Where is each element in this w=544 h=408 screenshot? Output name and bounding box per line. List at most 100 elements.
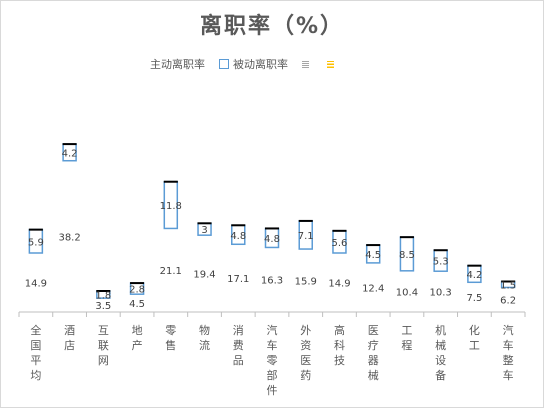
active-value-label: 10.3 xyxy=(430,288,452,299)
category-label: 高科技 xyxy=(334,323,345,367)
category-label-char: 整 xyxy=(503,353,514,367)
category-label-char: 化 xyxy=(469,323,480,337)
category-label-char: 地 xyxy=(132,324,143,337)
chart-title: 离职率（%） xyxy=(199,14,345,39)
legend-item-active: 主动离职率 xyxy=(150,56,205,72)
category-label-char: 技 xyxy=(334,354,345,367)
category-label: 互联网 xyxy=(98,324,109,367)
legend-item-gray xyxy=(302,60,313,68)
active-value-label: 38.2 xyxy=(58,232,80,243)
category-label: 医疗器械 xyxy=(368,324,379,382)
active-value-label: 6.2 xyxy=(500,296,516,307)
active-value-label: 14.9 xyxy=(328,278,350,289)
active-value-label: 4.5 xyxy=(129,299,145,310)
category-label-char: 流 xyxy=(199,338,210,352)
category-label-char: 药 xyxy=(300,369,311,382)
legend: 主动离职率 被动离职率 xyxy=(150,56,352,72)
passive-value-label: 4.8 xyxy=(230,231,246,242)
passive-value-label: 7.1 xyxy=(298,231,314,242)
category-label-char: 车 xyxy=(503,368,514,382)
passive-value-label: 2.8 xyxy=(129,285,145,296)
category-label-char: 店 xyxy=(64,338,75,352)
category-label-char: 品 xyxy=(233,354,244,367)
category-label: 全国平均 xyxy=(30,323,41,382)
category-label-char: 国 xyxy=(30,339,41,352)
category-label-char: 互 xyxy=(98,324,109,337)
category-label-char: 网 xyxy=(98,354,109,367)
category-label: 消费品 xyxy=(233,323,244,367)
active-value-label: 17.1 xyxy=(227,274,249,285)
category-label-char: 车 xyxy=(503,338,514,352)
passive-value-label: 4.2 xyxy=(62,148,78,159)
category-label-char: 资 xyxy=(300,339,311,352)
category-label-char: 均 xyxy=(30,369,41,382)
passive-value-label: 5.3 xyxy=(433,257,449,268)
category-label-char: 械 xyxy=(368,368,379,382)
category-label-char: 工 xyxy=(401,324,412,337)
legend-item-yellow xyxy=(327,60,338,68)
category-label-char: 疗 xyxy=(368,338,379,352)
passive-value-label: 3 xyxy=(201,225,207,236)
category-label: 物流 xyxy=(199,323,210,352)
legend-label-active: 主动离职率 xyxy=(150,58,205,71)
category-label: 汽车零部件 xyxy=(267,323,278,397)
category-label: 零售 xyxy=(165,324,176,352)
category-label-char: 设 xyxy=(435,354,446,367)
legend-swatch-passive xyxy=(219,59,229,69)
passive-value-label: 1.8 xyxy=(95,291,111,302)
active-value-label: 16.3 xyxy=(261,276,283,287)
legend-swatch-gray xyxy=(302,60,309,68)
active-value-label: 3.5 xyxy=(95,301,111,312)
category-label: 化工 xyxy=(469,323,480,352)
category-label-char: 酒 xyxy=(64,324,75,337)
active-value-label: 19.4 xyxy=(193,270,215,281)
passive-value-label: 4.8 xyxy=(264,234,280,245)
category-label: 酒店 xyxy=(64,324,75,352)
category-label-char: 费 xyxy=(233,339,244,352)
category-label-char: 医 xyxy=(300,354,311,367)
category-label-char: 联 xyxy=(98,339,109,352)
active-value-label: 21.1 xyxy=(160,266,182,277)
category-label: 汽车整车 xyxy=(503,323,514,382)
category-label-char: 物 xyxy=(199,323,210,337)
active-value-label: 7.5 xyxy=(466,293,482,304)
passive-value-label: 1.5 xyxy=(500,280,516,291)
passive-value-label: 5.9 xyxy=(28,237,44,248)
legend-item-passive: 被动离职率 xyxy=(219,56,288,72)
category-label-char: 高 xyxy=(334,323,345,337)
active-value-label: 15.9 xyxy=(295,277,317,288)
category-label-char: 售 xyxy=(165,338,176,352)
passive-value-label: 4.2 xyxy=(466,270,482,281)
category-label-char: 科 xyxy=(334,338,345,352)
category-label-char: 工 xyxy=(469,339,480,352)
category-label-char: 平 xyxy=(30,354,41,367)
category-label-char: 程 xyxy=(401,339,412,352)
passive-value-label: 4.5 xyxy=(365,250,381,261)
category-label-char: 全 xyxy=(30,323,41,337)
legend-label-passive: 被动离职率 xyxy=(233,58,288,71)
category-label-char: 件 xyxy=(267,384,278,397)
active-value-label: 14.9 xyxy=(25,278,47,289)
category-label-char: 器 xyxy=(368,354,379,367)
category-label-char: 机 xyxy=(435,323,446,337)
passive-value-label: 5.6 xyxy=(332,238,348,249)
category-label-char: 汽 xyxy=(503,323,514,337)
category-label-char: 车 xyxy=(267,338,278,352)
category-label-char: 部 xyxy=(267,368,278,382)
category-label: 机械设备 xyxy=(435,323,446,382)
category-label-char: 产 xyxy=(132,338,143,352)
category-label: 工程 xyxy=(401,324,412,352)
category-label: 地产 xyxy=(132,324,143,352)
category-label-char: 备 xyxy=(435,368,446,382)
category-label-char: 汽 xyxy=(267,323,278,337)
category-label: 外资医药 xyxy=(300,324,311,382)
passive-value-label: 8.5 xyxy=(399,250,415,261)
category-label-char: 零 xyxy=(267,354,278,367)
category-label-char: 械 xyxy=(435,338,446,352)
category-label-char: 医 xyxy=(368,324,379,337)
active-value-label: 12.4 xyxy=(362,283,384,294)
category-label-char: 外 xyxy=(300,324,311,337)
passive-value-label: 11.8 xyxy=(160,201,182,212)
